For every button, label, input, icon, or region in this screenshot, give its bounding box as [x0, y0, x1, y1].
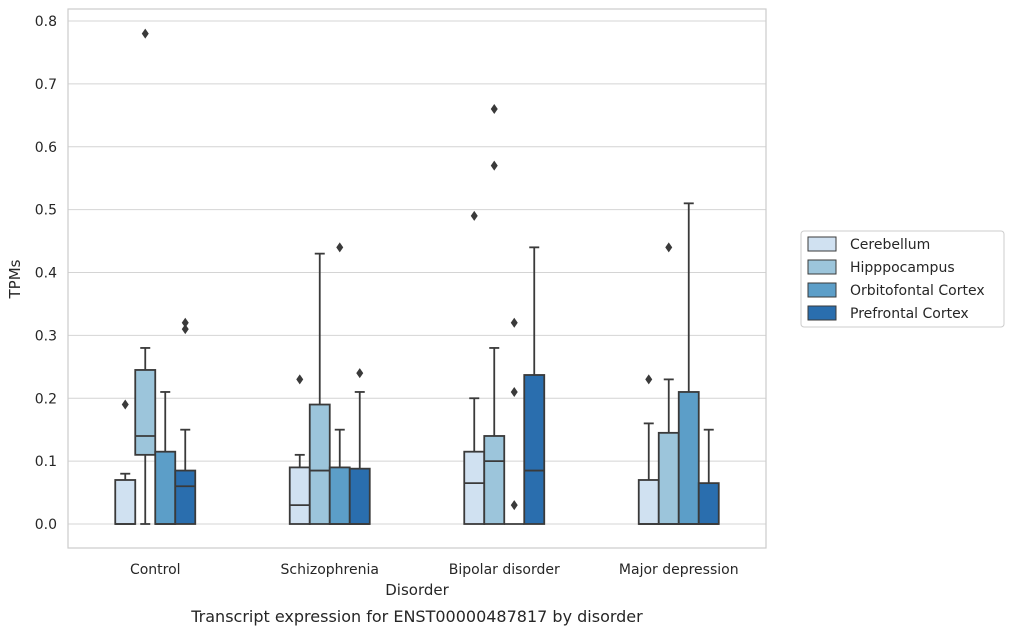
y-tick-label: 0.5: [35, 203, 57, 219]
boxes: [114, 28, 720, 525]
box-2-3: [677, 202, 700, 525]
y-tick-label: 0.8: [35, 14, 57, 30]
outlier-point: [510, 500, 518, 511]
outlier-point: [510, 386, 518, 397]
box-body: [523, 374, 546, 525]
box-body: [134, 369, 157, 456]
box-3-2: [523, 246, 546, 525]
y-tick-labels: 0.0 0.1 0.2 0.3 0.4 0.5 0.6 0.7 0.8: [35, 14, 57, 533]
y-axis-label: TPMs: [6, 259, 24, 299]
x-tick-label: Schizophrenia: [281, 562, 379, 578]
y-tick-label: 0.6: [35, 140, 57, 156]
box-0-0: [114, 399, 137, 525]
box-0-1: [288, 374, 311, 525]
outlier-point: [356, 368, 364, 379]
box-body: [463, 450, 486, 525]
y-tick-label: 0.0: [35, 517, 57, 533]
legend: Cerebellum Hipppocampus Orbitofontal Corte…: [800, 230, 1005, 328]
outlier-point: [665, 242, 673, 253]
outlier-point: [336, 242, 344, 253]
box-1-0: [134, 28, 157, 525]
outlier-point: [470, 210, 478, 221]
box-body: [288, 466, 311, 525]
box-3-0: [174, 317, 197, 525]
box-body: [657, 431, 680, 525]
figure-caption: Transcript expression for ENST0000048781…: [190, 607, 643, 626]
legend-swatch: [807, 236, 837, 252]
y-tick-label: 0.7: [35, 77, 57, 93]
box-body: [174, 469, 197, 525]
box-body: [637, 479, 660, 525]
box-1-1: [308, 252, 331, 525]
legend-frame: [800, 230, 1005, 328]
outlier-point: [121, 399, 129, 410]
legend-label: Cerebellum: [850, 237, 930, 253]
plot-frame: [67, 8, 767, 549]
y-tick-label: 0.1: [35, 454, 57, 470]
box-0-3: [637, 374, 660, 525]
y-tick-label: 0.3: [35, 328, 57, 344]
box-2-1: [328, 242, 351, 525]
outlier-point: [490, 160, 498, 171]
legend-items: Cerebellum Hipppocampus Orbitofontal Corte…: [807, 236, 985, 322]
outlier-point: [645, 374, 653, 385]
box-body: [348, 467, 371, 525]
box-body: [114, 479, 137, 525]
legend-swatch: [807, 259, 837, 275]
box-body: [677, 391, 700, 525]
outlier-point: [181, 317, 189, 328]
y-tick-label: 0.2: [35, 391, 57, 407]
box-3-3: [697, 428, 720, 525]
legend-label: Hipppocampus: [850, 260, 955, 276]
outlier-point: [510, 317, 518, 328]
legend-label: Orbitofontal Cortex: [850, 283, 985, 299]
x-tick-label: Major depression: [619, 562, 739, 578]
box-body: [308, 403, 331, 525]
box-2-2: [504, 317, 525, 525]
x-tick-label: Bipolar disorder: [449, 562, 560, 578]
box-body: [154, 450, 177, 525]
y-tick-label: 0.4: [35, 266, 57, 282]
box-body: [697, 482, 720, 525]
box-body: [483, 435, 506, 525]
outlier-point: [490, 104, 498, 115]
x-tick-label: Control: [130, 562, 181, 578]
outlier-point: [181, 324, 189, 335]
box-3-1: [348, 368, 371, 525]
outlier-point: [296, 374, 304, 385]
legend-swatch: [807, 305, 837, 321]
legend-label: Prefrontal Cortex: [850, 306, 969, 322]
legend-swatch: [807, 282, 837, 298]
outlier-point: [141, 28, 149, 39]
x-axis-label: Disorder: [385, 581, 449, 599]
x-tick-labels: Control Schizophrenia Bipolar disorder Majo…: [130, 562, 739, 578]
box-body: [328, 466, 351, 525]
box-1-2: [483, 104, 506, 525]
